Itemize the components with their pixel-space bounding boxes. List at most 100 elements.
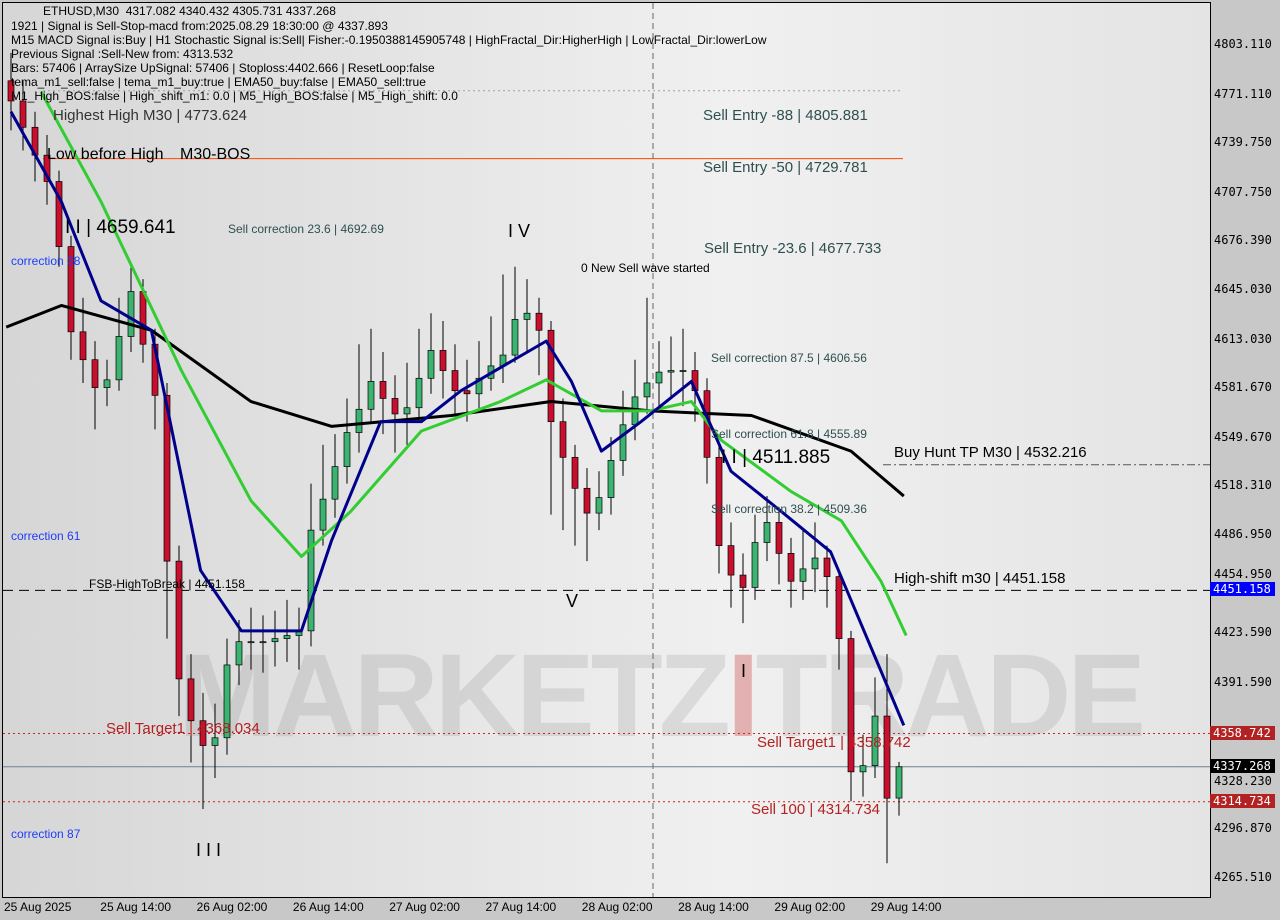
buy-hunt-tp-label: Buy Hunt TP M30 | 4532.216 (894, 444, 1087, 461)
price-tick: 4771.110 (1214, 86, 1272, 101)
candle-bull (355, 408, 363, 433)
time-tick: 28 Aug 14:00 (678, 900, 749, 914)
info-line-1: 1921 | Signal is Sell-Stop-macd from:202… (11, 19, 388, 33)
candle-bull (415, 377, 423, 409)
price-tick: 4328.230 (1214, 773, 1272, 788)
candle-bull (811, 557, 819, 570)
candle-bear (7, 80, 15, 102)
candle-bull (403, 407, 411, 415)
low-before-high-label: Low before High (47, 146, 164, 163)
price-tag: 4451.158 (1210, 582, 1275, 597)
candle-bear (187, 678, 195, 722)
info-line-5: tema_m1_sell:false | tema_m1_buy:true | … (11, 75, 426, 89)
m30-bos-label: M30-BOS (180, 146, 251, 163)
candle-bear (883, 715, 891, 799)
sell-correction-618-label: Sell correction 61.8 | 4555.89 (711, 427, 867, 441)
candle-bull (235, 641, 243, 666)
candle-bear (79, 331, 87, 361)
price-tick: 4803.110 (1214, 37, 1272, 51)
candle-bear (775, 522, 783, 554)
candle-bull (763, 522, 771, 543)
sell-correction-382-label: Sell correction 38.2 | 4509.36 (711, 502, 867, 516)
candle-bull (619, 424, 627, 461)
candle-bull (523, 312, 531, 320)
candle-bear (787, 553, 795, 582)
candle-bear (67, 246, 75, 333)
candle-bull (859, 765, 867, 773)
info-line-6: M1_High_BOS:false | High_shift_m1: 0.0 |… (11, 89, 458, 103)
candle-bull (799, 568, 807, 582)
time-tick: 25 Aug 2025 (4, 900, 72, 914)
indicator-line-2 (9, 111, 906, 726)
candle-bull (679, 370, 687, 372)
candle-bull (643, 382, 651, 398)
candle-bear (547, 329, 555, 423)
time-tick: 29 Aug 14:00 (870, 900, 942, 914)
price-tick: 4518.310 (1214, 478, 1272, 493)
candle-bull (127, 291, 135, 337)
candle-bear (175, 560, 183, 680)
candle-bull (475, 377, 483, 395)
candle-bull (607, 460, 615, 498)
candle-bear (163, 394, 171, 562)
price-tick: 4486.950 (1214, 526, 1272, 541)
sell-entry-50-label: Sell Entry -50 | 4729.781 (703, 159, 868, 176)
candle-bull (427, 350, 435, 379)
candle-bull (247, 641, 255, 644)
indicator-line-0 (5, 303, 905, 498)
sell-target-left-label: Sell Target1 | 4368.034 (106, 720, 260, 737)
candle-bull (211, 737, 219, 746)
wave-i-label: I (741, 661, 747, 681)
time-tick: 25 Aug 14:00 (100, 900, 172, 914)
wave-ii-right-label: I I | 4511.885 (721, 447, 831, 468)
candle-bear (835, 576, 843, 639)
candle-bear (535, 312, 543, 331)
time-tick: 26 Aug 14:00 (292, 900, 364, 914)
correction-87-label: correction 87 (11, 827, 81, 841)
candle-bear (739, 574, 747, 588)
candle-bull (667, 370, 675, 373)
wave-iv-label: I V (508, 221, 531, 241)
new-sell-wave-label: 0 New Sell wave started (581, 261, 710, 275)
highest-high-label: Highest High M30 | 4773.624 (53, 107, 248, 124)
correction-38-label: correction 38 (11, 254, 81, 268)
candle-bull (319, 498, 327, 531)
time-tick: 27 Aug 14:00 (485, 900, 557, 914)
wave-ii-left-label: I I | 4659.641 (65, 217, 176, 238)
candle-bull (331, 466, 339, 500)
candle-bear (583, 487, 591, 514)
candle-bull (871, 715, 879, 767)
time-tick: 27 Aug 02:00 (389, 900, 460, 914)
time-tick: 28 Aug 02:00 (581, 900, 653, 914)
sell-correction-875-label: Sell correction 87.5 | 4606.56 (711, 351, 867, 365)
candle-bear (727, 545, 735, 576)
price-tick: 4454.950 (1214, 567, 1272, 582)
candle-bull (511, 319, 519, 356)
candle-bear (823, 557, 831, 577)
sell-entry-236-label: Sell Entry -23.6 | 4677.733 (704, 240, 882, 257)
candle-bear (55, 181, 63, 247)
candle-bear (379, 381, 387, 399)
candle-bear (451, 370, 459, 392)
candle-bull (103, 379, 111, 388)
candle-bull (895, 766, 903, 799)
watermark-logo: MARKETZITRADE (178, 630, 1146, 762)
time-tick: 29 Aug 02:00 (774, 900, 846, 914)
indicator-line-1 (39, 90, 908, 637)
price-tick: 4581.670 (1214, 380, 1272, 395)
candle-bull (115, 336, 123, 381)
price-tick: 4707.750 (1214, 184, 1272, 199)
candle-bear (199, 720, 207, 746)
price-tick: 4613.030 (1214, 331, 1272, 346)
candle-bear (571, 456, 579, 489)
info-line-3: Previous Signal :Sell-New from: 4313.532 (11, 47, 234, 61)
info-line-2: M15 MACD Signal is:Buy | H1 Stochastic S… (11, 33, 767, 47)
price-tick: 4549.670 (1214, 429, 1272, 444)
candle-bull (367, 381, 375, 410)
plot-area[interactable]: MARKETZITRADE ETHUSD,M30 4317.082 4340.4… (2, 2, 1211, 898)
candle-bull (271, 638, 279, 643)
candle-bull (283, 635, 291, 639)
price-tick: 4391.590 (1214, 674, 1272, 689)
candle-bull (751, 542, 759, 588)
